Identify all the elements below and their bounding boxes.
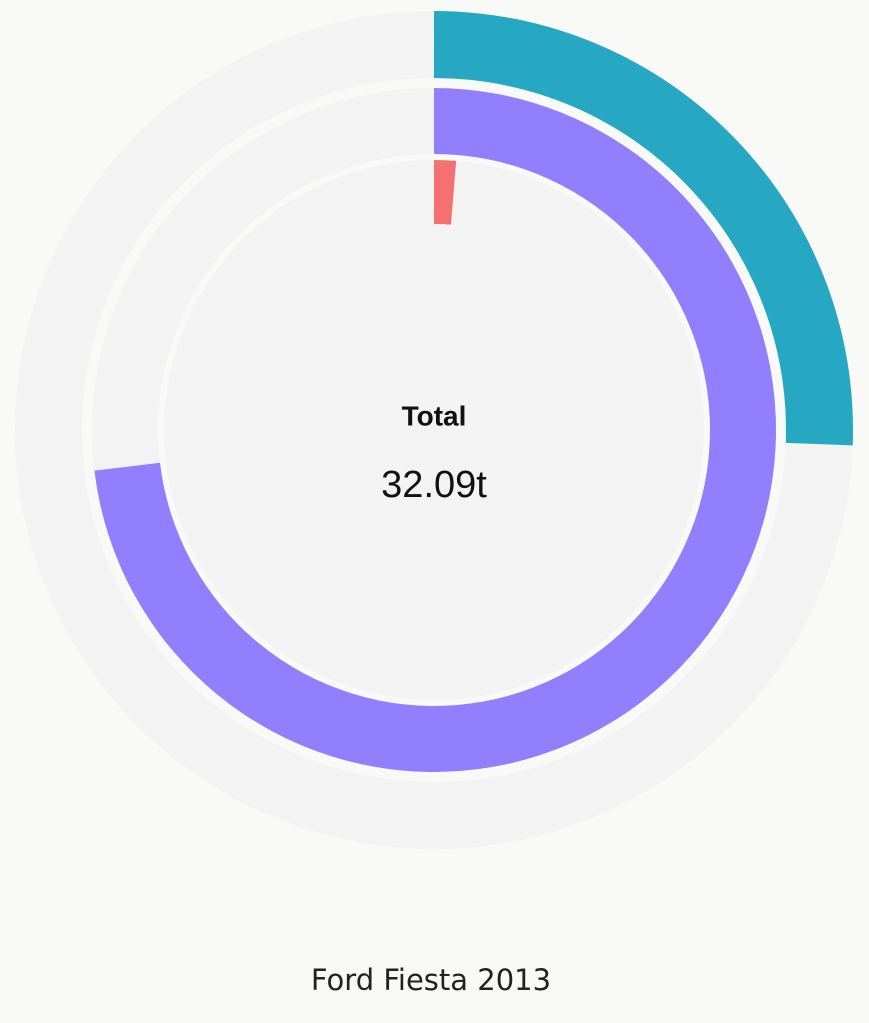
center-value: 32.09t — [381, 464, 487, 506]
radial-bar — [434, 160, 457, 225]
radial-bar — [434, 11, 853, 446]
center-title: Total — [402, 400, 467, 431]
center-disc — [228, 224, 640, 636]
chart-title: Ford Fiesta 2013 — [311, 963, 551, 997]
